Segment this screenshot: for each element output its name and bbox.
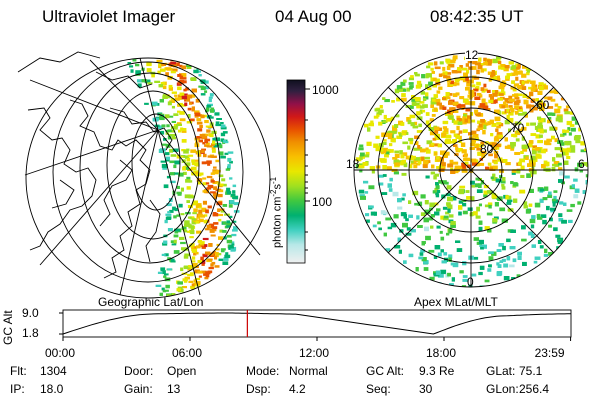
left-globe-limb [25, 57, 271, 299]
footer-value: Open [167, 364, 197, 378]
observation-date: 04 Aug 00 [275, 7, 352, 26]
footer-value: 256.4 [519, 382, 550, 396]
footer-value: 75.1 [519, 364, 543, 378]
mlat-label-70: 70 [511, 121, 525, 135]
instrument-title: Ultraviolet Imager [42, 7, 176, 26]
geographic-map [17, 51, 271, 299]
mlt-line-diag2 [387, 86, 555, 254]
mlt-label-6: 6 [578, 157, 585, 171]
latitude-circle-50 [52, 61, 244, 283]
meridian-line [139, 57, 159, 131]
meridian-line [89, 59, 159, 131]
footer-label: Mode: [246, 364, 280, 378]
altitude-timeline [59, 309, 572, 341]
footer-label: Door: [124, 364, 154, 378]
colorbar-unit-label: photon cm-2s-1 [269, 176, 284, 248]
footer-value: 13 [167, 382, 181, 396]
mlt-label-18: 18 [346, 157, 360, 171]
colorbar-gradient [286, 79, 306, 264]
latitude-circle-60 [79, 72, 221, 264]
footer-value: 30 [419, 382, 433, 396]
colorbar [286, 79, 310, 264]
timeline-ytick-top: 9.0 [22, 306, 39, 320]
timeline-x-ticks [62, 337, 572, 341]
meridian-line [29, 79, 159, 131]
footer-value: Normal [289, 364, 328, 378]
colorbar-tick-label: 100 [312, 195, 333, 209]
right-aurora-image [355, 55, 588, 287]
footer-label: Gain: [124, 382, 153, 396]
polar-mlat-mlt-map [353, 52, 589, 288]
colorbar-tick-label: 1000 [312, 83, 339, 97]
footer-value: 4.2 [289, 382, 306, 396]
footer-label: IP: [10, 382, 25, 396]
footer-value: 9.3 Re [419, 364, 455, 378]
meridian-line [157, 129, 261, 256]
latitude-circle-70 [106, 90, 200, 240]
observation-time: 08:42:35 UT [430, 7, 524, 26]
meridian-line [157, 129, 201, 296]
left-panel-caption: Geographic Lat/Lon [98, 295, 204, 309]
footer-label: Flt: [10, 364, 27, 378]
timeline-xtick-label: 12:00 [299, 346, 330, 360]
timeline-ylabel: GC Alt [1, 310, 15, 345]
footer-label: Seq: [366, 382, 391, 396]
timeline-ytick-bottom: 1.8 [22, 326, 39, 340]
altitude-curve [62, 312, 571, 335]
meridian-line [119, 129, 159, 296]
coastline-outlines [17, 51, 173, 279]
footer-value: 18.0 [40, 382, 64, 396]
mlt-label-12: 12 [465, 48, 479, 62]
footer-value: 1304 [40, 364, 67, 378]
timeline-xtick-label: 18:00 [426, 346, 457, 360]
left-aurora-image [127, 58, 240, 298]
meridian-line [39, 129, 159, 266]
latitude-circle-80 [131, 113, 181, 211]
meridian-line [24, 129, 159, 176]
mlt-label-0: 0 [467, 275, 474, 289]
timeline-xtick-label: 00:00 [45, 346, 76, 360]
timeline-frame [62, 309, 572, 338]
left-latlon-grid [24, 57, 271, 299]
mlat-label-80: 80 [480, 142, 494, 156]
footer-label: GC Alt: [366, 364, 405, 378]
footer-label: Dsp: [246, 382, 271, 396]
timeline-xtick-label: 23:59 [534, 346, 565, 360]
mlat-label-60: 60 [536, 98, 550, 112]
timeline-xtick-label: 06:00 [172, 346, 203, 360]
footer-label: GLat: [486, 364, 516, 378]
footer-label: GLon: [486, 382, 519, 396]
right-panel-caption: Apex MLat/MLT [414, 295, 498, 309]
polar-grid [353, 52, 589, 288]
